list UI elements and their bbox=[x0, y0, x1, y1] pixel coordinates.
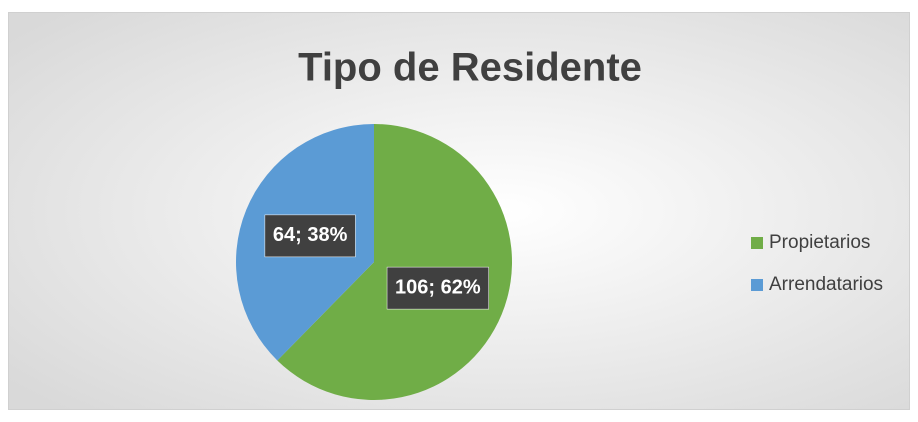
legend-swatch bbox=[751, 237, 763, 249]
legend-swatch bbox=[751, 279, 763, 291]
legend-label: Propietarios bbox=[769, 232, 870, 253]
data-label: 64; 38% bbox=[273, 224, 348, 246]
pie-slice bbox=[277, 124, 512, 401]
legend-label: Arrendatarios bbox=[769, 274, 883, 295]
chart-title: Tipo de Residente bbox=[298, 46, 642, 90]
data-label-box bbox=[264, 214, 356, 258]
data-label-box bbox=[386, 266, 489, 310]
data-label: 106; 62% bbox=[395, 276, 481, 298]
